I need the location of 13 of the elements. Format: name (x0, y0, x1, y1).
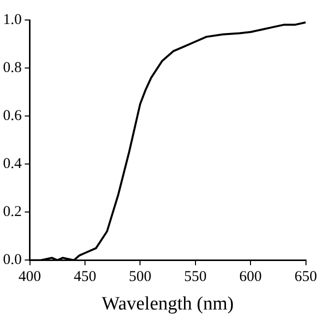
x-tick-label: 650 (294, 269, 317, 286)
x-tick-label: 500 (128, 269, 152, 286)
y-tick-label: 0.2 (3, 204, 22, 220)
x-tick-label: 600 (239, 269, 262, 286)
y-tick-label: 1.0 (3, 12, 22, 28)
y-tick-label: 0.6 (3, 108, 22, 124)
x-tick-label: 400 (18, 269, 41, 286)
y-tick-label: 0.0 (3, 252, 22, 268)
x-tick-label: 450 (74, 269, 96, 286)
x-axis-title: Wavelength (nm) (102, 294, 234, 315)
y-tick-label: 0.8 (3, 60, 22, 76)
y-tick-label: 0.4 (3, 156, 22, 172)
x-tick-label: 550 (184, 269, 207, 286)
